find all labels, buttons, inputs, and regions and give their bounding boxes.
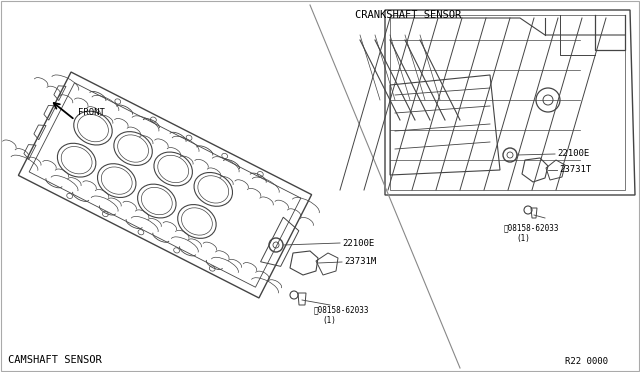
Text: 23731T: 23731T — [559, 166, 591, 174]
Text: (1): (1) — [322, 315, 336, 324]
Text: 23731M: 23731M — [344, 257, 376, 266]
Text: 22100E: 22100E — [342, 238, 374, 247]
Text: R22 0000: R22 0000 — [565, 357, 608, 366]
Text: (1): (1) — [516, 234, 530, 243]
Text: FRONT: FRONT — [78, 108, 105, 117]
Text: Ⓑ08158-62033: Ⓑ08158-62033 — [314, 305, 369, 314]
Text: 22100E: 22100E — [557, 150, 589, 158]
Text: Ⓑ08158-62033: Ⓑ08158-62033 — [504, 224, 559, 232]
Text: CRANKSHAFT SENSOR: CRANKSHAFT SENSOR — [355, 10, 461, 20]
Text: CAMSHAFT SENSOR: CAMSHAFT SENSOR — [8, 355, 102, 365]
